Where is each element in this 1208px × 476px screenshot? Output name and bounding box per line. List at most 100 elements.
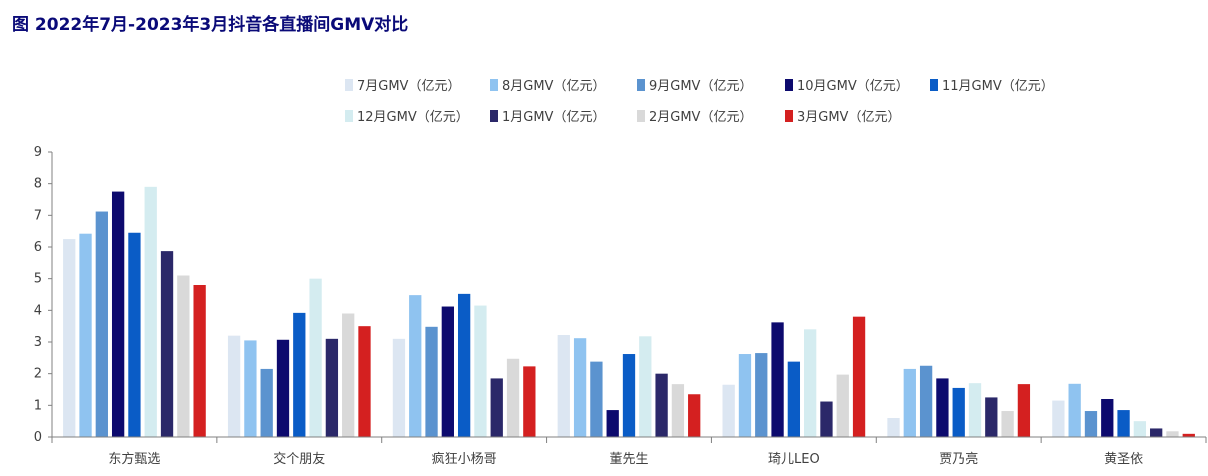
- bar: [177, 275, 190, 437]
- bar: [1052, 400, 1065, 437]
- bar: [622, 354, 636, 437]
- bar: [573, 338, 587, 437]
- bar: [1001, 411, 1014, 437]
- bar: [952, 387, 965, 437]
- bar: [409, 295, 422, 437]
- bar: [490, 378, 503, 437]
- x-tick-label: 董先生: [609, 452, 648, 467]
- y-tick-label: 9: [34, 145, 42, 160]
- legend-label: 8月GMV（亿元）: [502, 79, 605, 94]
- bar: [79, 233, 92, 437]
- bar: [392, 338, 406, 437]
- bar: [936, 378, 949, 437]
- x-tick-label: 琦儿LEO: [768, 452, 820, 467]
- bar: [260, 368, 273, 437]
- legend-swatch: [345, 79, 353, 91]
- bar: [523, 366, 536, 437]
- bar: [128, 232, 141, 437]
- bar: [787, 361, 801, 437]
- bar: [193, 285, 206, 437]
- legend-swatch: [785, 79, 793, 91]
- x-tick-label: 贾乃亮: [939, 451, 978, 467]
- bar: [1117, 410, 1130, 437]
- legend-label: 11月GMV（亿元）: [942, 79, 1054, 94]
- bar: [227, 335, 241, 437]
- chart-legend: 7月GMV（亿元） 8月GMV（亿元） 9月GMV（亿元） 10月GMV（亿元） 11月…: [345, 79, 1054, 125]
- bars: [63, 186, 1195, 437]
- x-tick-label: 交个朋友: [273, 451, 325, 467]
- y-tick-label: 6: [34, 240, 42, 255]
- bar: [325, 338, 339, 437]
- bar: [1068, 383, 1081, 437]
- bar: [457, 293, 471, 437]
- y-tick-label: 8: [34, 177, 42, 192]
- bar: [852, 316, 866, 437]
- y-axis: 0 1 2 3 4 5 6 7 8 9: [34, 145, 53, 445]
- bar: [985, 397, 998, 437]
- y-tick-label: 7: [34, 208, 42, 223]
- bar: [276, 339, 290, 437]
- bar: [1182, 433, 1195, 437]
- bar: [425, 326, 438, 437]
- bar: [1084, 411, 1098, 437]
- bar: [1101, 399, 1114, 437]
- bar: [887, 418, 900, 437]
- legend-label: 7月GMV（亿元）: [357, 79, 460, 94]
- legend-swatch: [490, 110, 498, 122]
- bar: [820, 401, 833, 437]
- bar: [606, 410, 619, 437]
- bar: [655, 373, 668, 437]
- bar: [1133, 421, 1147, 437]
- bar: [836, 374, 849, 437]
- bar: [293, 312, 306, 437]
- legend-swatch: [490, 79, 498, 91]
- legend-label: 12月GMV（亿元）: [357, 110, 469, 125]
- y-tick-label: 5: [34, 272, 42, 287]
- y-tick-label: 3: [34, 335, 42, 350]
- bar: [144, 186, 157, 437]
- legend-label: 1月GMV（亿元）: [502, 110, 605, 125]
- bar: [671, 384, 685, 437]
- legend-label: 2月GMV（亿元）: [649, 110, 752, 125]
- bar: [903, 368, 916, 437]
- legend-swatch: [785, 110, 793, 122]
- bar: [738, 354, 752, 437]
- bar: [755, 353, 768, 437]
- bar: [1166, 431, 1179, 437]
- legend-swatch: [930, 79, 938, 91]
- legend-label: 3月GMV（亿元）: [797, 110, 900, 125]
- legend-swatch: [637, 110, 645, 122]
- x-tick-label: 东方甄选: [108, 451, 160, 467]
- bar: [506, 358, 520, 437]
- x-tick-label: 黄圣依: [1104, 452, 1143, 467]
- y-tick-label: 4: [34, 303, 42, 318]
- chart-title: 图 2022年7月-2023年3月抖音各直播间GMV对比: [12, 15, 409, 35]
- legend-label: 9月GMV（亿元）: [649, 79, 752, 94]
- x-tick-label: 疯狂小杨哥: [432, 451, 497, 467]
- bar: [590, 361, 603, 437]
- bar: [95, 211, 108, 437]
- bar: [557, 335, 570, 437]
- bar: [771, 322, 784, 437]
- bar: [309, 278, 322, 437]
- legend-label: 10月GMV（亿元）: [797, 79, 909, 94]
- y-tick-label: 1: [34, 398, 42, 413]
- legend-swatch: [345, 110, 353, 122]
- x-axis: 东方甄选 交个朋友 疯狂小杨哥 董先生 琦儿LEO 贾乃亮 黄圣依: [51, 436, 1207, 467]
- bar: [111, 191, 125, 437]
- bar: [244, 340, 257, 437]
- bar: [474, 305, 487, 437]
- bar: [160, 251, 174, 437]
- legend-swatch: [637, 79, 645, 91]
- bar: [804, 329, 817, 437]
- y-tick-label: 2: [34, 367, 42, 382]
- bar: [688, 394, 701, 437]
- bar: [722, 384, 735, 437]
- bar: [342, 313, 355, 437]
- bar: [1017, 384, 1031, 437]
- bar: [639, 336, 652, 437]
- bar: [1150, 428, 1163, 437]
- bar: [968, 383, 982, 437]
- bar: [358, 326, 371, 437]
